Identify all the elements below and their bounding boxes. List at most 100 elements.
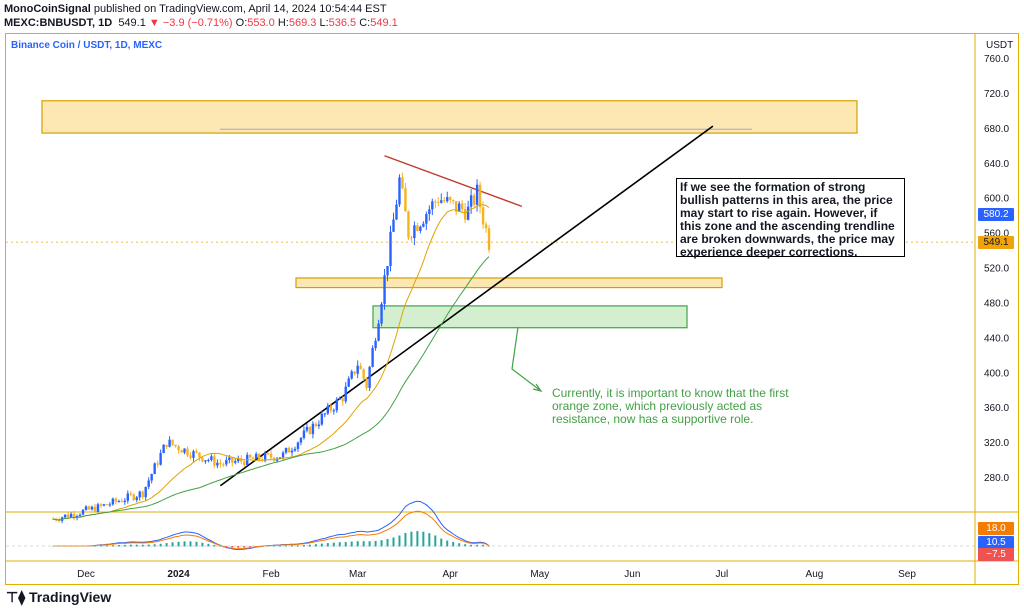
candle-body [481, 207, 485, 225]
ascending-trendline [219, 125, 714, 487]
macd-histogram-bar [452, 541, 455, 547]
candle-body [251, 457, 255, 459]
orange-zone [41, 100, 858, 134]
candle-body [329, 405, 333, 411]
x-tick-label: Sep [898, 569, 916, 580]
macd-histogram-bar [386, 539, 389, 547]
candle-body [93, 506, 97, 512]
price-change: −3.9 (−0.71%) [162, 17, 233, 29]
candle-body [174, 444, 177, 447]
candle-body [443, 200, 446, 202]
candle-body [338, 398, 341, 400]
y-tick-label: 360.0 [984, 403, 1009, 414]
candle-body [159, 453, 162, 465]
chart-header: MonoCoinSignal published on TradingView.… [4, 2, 398, 30]
macd-histogram-bar [153, 544, 156, 547]
candle-body [237, 458, 240, 462]
macd-histogram-bar [350, 541, 353, 547]
author[interactable]: MonoCoinSignal [4, 3, 91, 15]
candle-body [138, 491, 141, 498]
candle-body [466, 206, 470, 220]
candle-body [428, 209, 431, 214]
orange-zone [295, 277, 723, 289]
candle-body [72, 513, 76, 518]
macd-histogram-bar [177, 541, 180, 547]
candle-body [293, 448, 297, 451]
candle-body [341, 398, 344, 402]
candle-body [431, 201, 434, 210]
candle-body [66, 514, 70, 518]
candle-body [135, 497, 138, 500]
candle-body [132, 494, 135, 500]
candle-body [84, 506, 88, 510]
tradingview-brand-text: TradingView [29, 589, 112, 605]
tradingview-logo[interactable]: ⊤⧫ TradingView [6, 589, 111, 606]
y-tick-label: 760.0 [984, 54, 1009, 65]
macd-histogram-bar [374, 540, 377, 547]
currency-label[interactable]: USDT [986, 40, 1014, 51]
y-tick-label: 720.0 [984, 89, 1009, 100]
candle-body [374, 340, 377, 349]
candle-body [281, 452, 285, 458]
symbol[interactable]: MEXC:BNBUSDT, 1D [4, 17, 113, 29]
candle-body [386, 266, 389, 276]
low-value: 536.5 [328, 17, 357, 29]
candle-body [460, 203, 464, 210]
candle-body [326, 405, 330, 414]
candle-body [302, 430, 306, 438]
candle-body [90, 506, 94, 510]
macd-histogram-bar [308, 544, 311, 547]
candle-body [269, 453, 273, 458]
candle-body [419, 226, 422, 231]
macd-histogram-bar [249, 546, 252, 548]
candle-body [350, 371, 353, 379]
macd-histogram-bar [159, 543, 162, 547]
green-support-zone [372, 305, 688, 329]
candle-body [204, 460, 207, 462]
x-tick-label: Feb [262, 569, 280, 580]
candle-body [254, 453, 258, 459]
candle-body [168, 439, 171, 447]
macd-histogram-bar [195, 541, 198, 547]
candle-body [231, 457, 234, 463]
candle-body [129, 493, 132, 495]
candle-body [63, 514, 67, 518]
low-label: L: [319, 17, 329, 29]
candle-body [380, 303, 383, 324]
macd-histogram-tag: −7.5 [978, 548, 1014, 561]
candle-body [317, 424, 321, 427]
macd-histogram-bar [243, 546, 246, 548]
macd-histogram-bar [482, 544, 485, 547]
candle-body [434, 201, 437, 203]
x-tick-label: May [530, 569, 549, 580]
close-label: C: [359, 17, 371, 29]
macd-histogram-bar [422, 531, 425, 547]
candle-body [171, 439, 174, 445]
published-text: published on TradingView.com, April 14, … [93, 3, 387, 15]
down-arrow-icon: ▼ [148, 17, 160, 29]
open-label: O: [235, 17, 248, 29]
macd-histogram-bar [338, 542, 341, 547]
blue-price-tag: 580.2 [978, 208, 1014, 221]
candle-body [478, 184, 482, 208]
ema-line [53, 204, 490, 521]
x-tick-label: Jul [716, 569, 729, 580]
candle-body [287, 447, 291, 453]
macd-histogram-bar [326, 543, 329, 547]
candle-body [389, 231, 392, 267]
y-tick-label: 680.0 [984, 124, 1009, 135]
macd-histogram-bar [458, 543, 461, 547]
candle-body [219, 462, 222, 465]
candle-body [78, 514, 82, 517]
tradingview-logo-icon: ⊤⧫ [6, 589, 30, 605]
macd-histogram-bar [446, 540, 449, 547]
candle-body [463, 209, 467, 220]
candle-body [81, 509, 85, 515]
candle-body [314, 423, 318, 427]
candle-body [150, 474, 153, 481]
descending-trendline [384, 155, 523, 208]
macd-histogram-bar [189, 541, 192, 547]
candle-body [87, 506, 91, 510]
annotation-support-note: Currently, it is important to know that … [552, 386, 789, 426]
